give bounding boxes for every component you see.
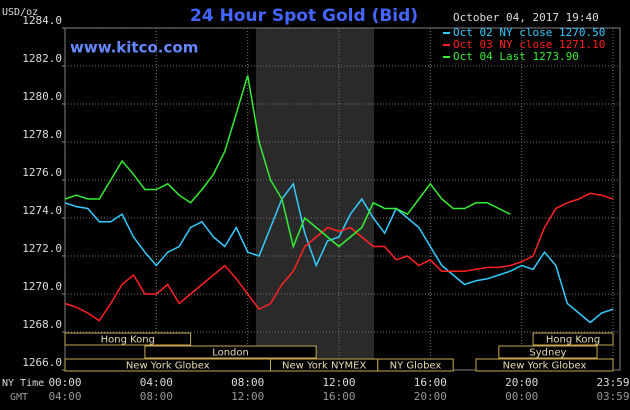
session-label: New York Globex xyxy=(126,361,210,372)
y-tick-label: 1280.0 xyxy=(22,90,62,103)
series-line xyxy=(64,192,614,322)
y-tick-label: 1270.0 xyxy=(22,280,62,293)
session-bar xyxy=(377,358,454,372)
x-tick-label: 04:00 xyxy=(140,376,173,389)
x-tick-label: 23:59 xyxy=(596,376,629,389)
session-label: Sydney xyxy=(529,348,566,359)
y-tick-label: 1266.0 xyxy=(22,356,62,369)
y-tick-label: 1268.0 xyxy=(22,318,62,331)
x-tick-label: 00:00 xyxy=(48,376,81,389)
y-tick-label: 1276.0 xyxy=(22,166,62,179)
y-tick-label: 1282.0 xyxy=(22,52,62,65)
timestamp: October 04, 2017 19:40 xyxy=(453,11,599,24)
session-bar xyxy=(532,332,614,346)
x2-tick-label: 03:59 xyxy=(596,390,629,403)
session-label: New York Globex xyxy=(503,361,587,372)
session-bar xyxy=(498,345,598,359)
chart-title: 24 Hour Spot Gold (Bid) xyxy=(190,6,418,26)
x-tick-label: 20:00 xyxy=(505,376,538,389)
y-axis-label: USD/oz xyxy=(2,7,38,18)
x-tick-label: 08:00 xyxy=(231,376,264,389)
source: www.kitco.com xyxy=(70,39,198,57)
x-axis-label: NY Time xyxy=(2,378,44,389)
y-tick-label: 1284.0 xyxy=(22,14,62,27)
x2-axis-label: GMT xyxy=(10,392,28,403)
session-label: New York NYMEX xyxy=(282,361,367,372)
x2-tick-label: 20:00 xyxy=(414,390,447,403)
legend-label: Oct 03 NY close 1271.10 xyxy=(453,38,605,51)
x2-tick-label: 08:00 xyxy=(140,390,173,403)
series-line xyxy=(64,75,511,249)
session-label: Hong Kong xyxy=(546,335,600,346)
x2-tick-label: 12:00 xyxy=(231,390,264,403)
session-bar xyxy=(64,332,192,346)
y-tick-label: 1272.0 xyxy=(22,242,62,255)
x2-tick-label: 04:00 xyxy=(48,390,81,403)
y-tick-label: 1274.0 xyxy=(22,204,62,217)
session-label: NY Globex xyxy=(390,361,442,372)
x2-tick-label: 16:00 xyxy=(322,390,355,403)
session-label: Hong Kong xyxy=(101,335,155,346)
x2-tick-label: 00:00 xyxy=(505,390,538,403)
legend-label: Oct 02 NY close 1270.50 xyxy=(453,26,605,39)
x-tick-label: 16:00 xyxy=(414,376,447,389)
session-bar xyxy=(144,345,317,359)
x-tick-label: 12:00 xyxy=(322,376,355,389)
y-tick-label: 1278.0 xyxy=(22,128,62,141)
series-line xyxy=(64,182,614,324)
session-shade xyxy=(256,28,374,370)
session-bar xyxy=(475,358,614,372)
legend-label: Oct 04 Last 1273.90 xyxy=(453,50,579,63)
session-label: London xyxy=(212,348,249,359)
